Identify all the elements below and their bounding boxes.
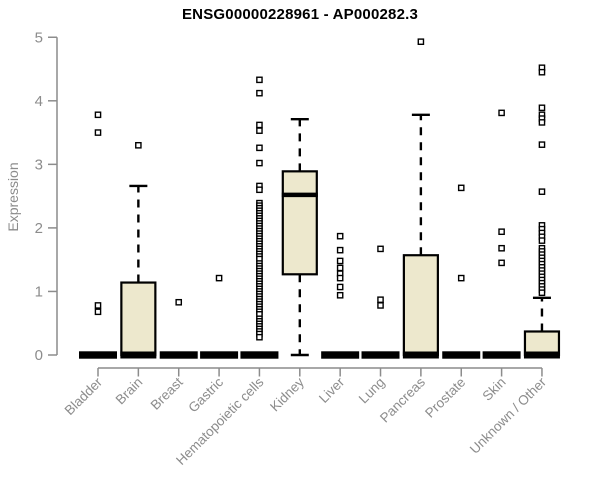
outlier-point bbox=[538, 104, 546, 112]
outlier-point bbox=[215, 274, 223, 282]
boxplot-bladder bbox=[79, 111, 117, 359]
boxplot-pancreas bbox=[402, 38, 439, 359]
boxplot-breast bbox=[159, 298, 198, 359]
y-tick-label: 2 bbox=[35, 220, 43, 237]
outlier-point bbox=[336, 274, 344, 282]
boxplot-skin bbox=[482, 109, 521, 359]
boxplot-brain bbox=[120, 141, 157, 359]
outlier-point bbox=[336, 232, 344, 240]
outlier-point bbox=[336, 264, 344, 272]
boxplot-lung bbox=[361, 245, 400, 359]
outlier-point bbox=[94, 308, 102, 316]
x-tick-label: Unknown / Other bbox=[467, 374, 550, 457]
outlier-point bbox=[377, 296, 384, 304]
collapsed-box-bar bbox=[442, 351, 481, 359]
x-tick-label: Kidney bbox=[267, 374, 307, 414]
x-tick-label: Brain bbox=[113, 375, 146, 408]
outlier-point bbox=[135, 141, 142, 149]
boxplot-kidney bbox=[281, 118, 318, 357]
y-tick-label: 3 bbox=[35, 156, 43, 173]
outlier-point bbox=[256, 76, 263, 84]
outlier-point bbox=[498, 244, 505, 252]
outlier-point bbox=[538, 188, 546, 195]
collapsed-box-bar bbox=[200, 351, 239, 359]
outlier-point bbox=[377, 302, 384, 309]
outlier-point bbox=[256, 159, 263, 167]
outlier-point bbox=[417, 38, 425, 45]
y-tick-label: 5 bbox=[35, 29, 43, 46]
x-tick-label: Liver bbox=[316, 374, 348, 406]
x-tick-label: Lung bbox=[356, 375, 388, 407]
outlier-point bbox=[336, 257, 344, 265]
y-tick-label: 1 bbox=[35, 283, 43, 300]
y-tick-label: 0 bbox=[35, 347, 43, 364]
outlier-point bbox=[336, 246, 344, 254]
x-tick-label: Pancreas bbox=[377, 374, 428, 425]
outlier-point bbox=[538, 141, 546, 148]
collapsed-box-bar bbox=[482, 351, 521, 359]
x-tick-label: Breast bbox=[148, 374, 186, 412]
outlier-point bbox=[377, 245, 384, 253]
iqr-box bbox=[523, 330, 561, 357]
y-tick-label: 4 bbox=[35, 93, 43, 110]
x-tick-label: Prostate bbox=[422, 375, 468, 421]
boxplot-hematopoietic-cells bbox=[240, 76, 279, 359]
x-tick-label: Skin bbox=[480, 375, 509, 404]
iqr-box bbox=[402, 254, 439, 357]
outlier-point bbox=[336, 283, 344, 291]
boxplot-gastric bbox=[200, 274, 239, 359]
outlier-point bbox=[498, 228, 505, 236]
outlier-point bbox=[94, 111, 102, 119]
chart-title: ENSG00000228961 - AP000282.3 bbox=[181, 6, 419, 23]
x-tick-label: Bladder bbox=[62, 374, 106, 418]
boxplot-prostate bbox=[442, 184, 481, 359]
outlier-point bbox=[336, 291, 344, 299]
outlier-point bbox=[256, 333, 263, 341]
boxplot-unknown-other bbox=[523, 64, 561, 359]
iqr-box bbox=[281, 170, 318, 276]
outlier-point bbox=[256, 121, 263, 129]
outlier-point bbox=[256, 89, 263, 97]
outlier-point bbox=[457, 184, 465, 192]
collapsed-box-bar bbox=[79, 351, 117, 359]
collapsed-box-bar bbox=[159, 351, 198, 359]
collapsed-box-bar bbox=[321, 351, 360, 359]
outlier-point bbox=[256, 144, 263, 152]
outlier-point bbox=[498, 109, 505, 117]
iqr-box bbox=[120, 281, 157, 357]
outlier-point bbox=[538, 68, 546, 76]
outlier-point bbox=[498, 259, 505, 267]
outlier-point bbox=[538, 237, 546, 244]
outlier-point bbox=[94, 129, 102, 136]
boxplot-liver bbox=[321, 232, 360, 359]
outlier-point bbox=[457, 274, 465, 282]
outlier-point bbox=[94, 302, 102, 309]
outlier-point bbox=[538, 289, 546, 297]
outlier-point bbox=[256, 186, 263, 194]
collapsed-box-bar bbox=[361, 351, 400, 359]
outlier-point bbox=[538, 119, 546, 126]
outlier-point bbox=[256, 127, 263, 134]
outlier-point bbox=[175, 298, 183, 306]
collapsed-box-bar bbox=[240, 351, 279, 359]
